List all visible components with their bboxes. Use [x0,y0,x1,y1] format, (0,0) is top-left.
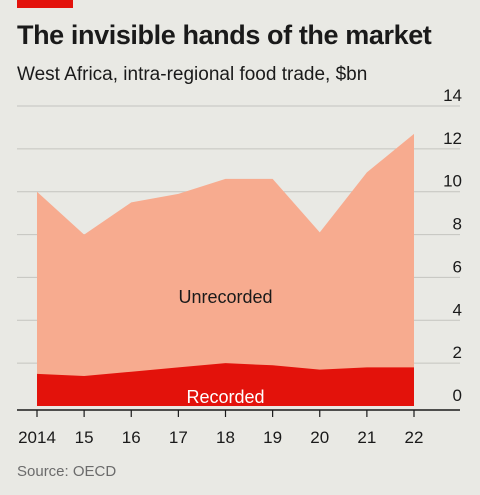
x-tick-label: 21 [357,428,376,447]
x-tick-label: 20 [310,428,329,447]
x-tick-label: 2014 [18,428,56,447]
label-recorded: Recorded [186,387,264,407]
y-tick-label: 4 [453,300,462,319]
y-tick-label: 2 [453,343,462,362]
x-tick-label: 18 [216,428,235,447]
x-tick-label: 19 [263,428,282,447]
recorded-area [37,363,414,406]
y-tick-label: 0 [453,386,462,405]
y-tick-label: 10 [443,172,462,191]
x-axis-ticks: 2014 15 16 17 18 19 20 21 22 [18,410,423,447]
chart-title: The invisible hands of the market [17,20,432,50]
y-tick-label: 6 [453,257,462,276]
label-unrecorded: Unrecorded [178,287,272,307]
x-tick-label: 16 [122,428,141,447]
x-tick-label: 15 [75,428,94,447]
x-tick-label: 17 [169,428,188,447]
area-labels: Unrecorded Recorded [178,287,272,407]
y-tick-label: 14 [443,86,462,105]
area-chart: 0 2 4 6 8 10 12 14 2014 15 16 17 18 19 20 21 22 Unrecor… [17,86,462,447]
y-tick-label: 12 [443,129,462,148]
accent-bar [17,0,73,8]
source-note: Source: OECD [17,463,117,480]
y-axis-ticks: 0 2 4 6 8 10 12 14 [443,86,462,405]
x-tick-label: 22 [405,428,424,447]
chart-subtitle: West Africa, intra-regional food trade, … [17,64,368,85]
chart-areas [37,133,414,406]
y-tick-label: 8 [453,215,462,234]
unrecorded-area [37,133,414,406]
